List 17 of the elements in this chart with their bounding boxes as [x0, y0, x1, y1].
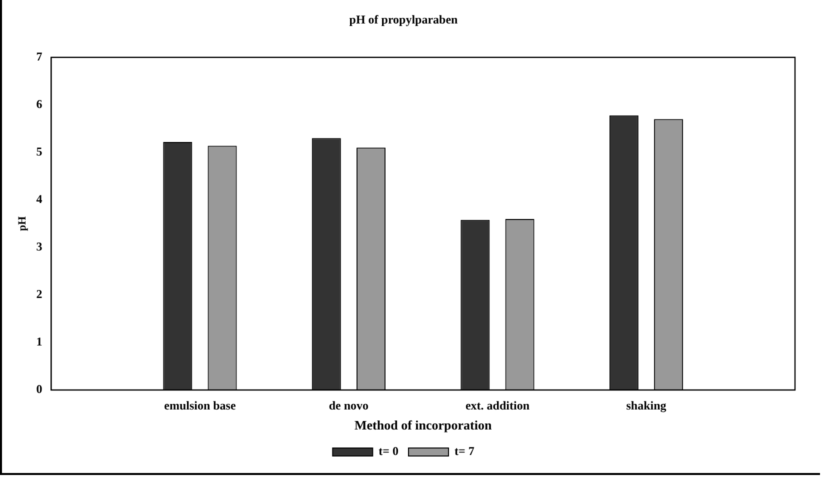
- x-tick-label: emulsion base: [164, 398, 236, 412]
- y-tick-label: 3: [36, 240, 42, 254]
- y-tick-label: 7: [36, 49, 42, 64]
- chart-title: pH of propylparaben: [349, 12, 458, 26]
- x-tick-label: ext. addition: [465, 398, 530, 412]
- legend-label: t= 0: [378, 444, 399, 458]
- x-axis-title: Method of incorporation: [354, 418, 492, 433]
- x-tick-label: shaking: [626, 398, 666, 412]
- legend-label: t= 7: [454, 444, 474, 458]
- x-tick-label: de novo: [328, 398, 369, 412]
- y-tick-label: 0: [36, 382, 42, 396]
- y-tick-label: 5: [36, 144, 42, 159]
- y-tick-label: 2: [36, 287, 42, 302]
- y-tick-label: 4: [36, 192, 42, 206]
- y-tick-label: 1: [36, 334, 42, 349]
- y-axis-title: pH: [16, 216, 28, 232]
- y-tick-label: 6: [36, 97, 42, 112]
